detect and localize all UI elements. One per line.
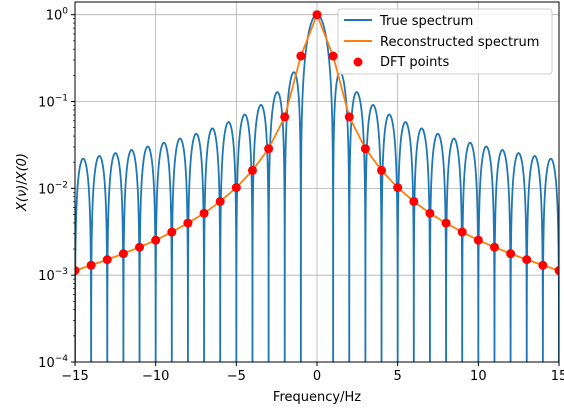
legend-dft-swatch [353, 57, 363, 67]
y-tick-base: 10 [38, 96, 55, 111]
y-tick-base: 10 [46, 9, 63, 24]
plot-area [75, 10, 559, 362]
dft-point [199, 208, 209, 218]
x-tick-label: −10 [142, 369, 169, 384]
x-axis-label: Frequency/Hz [273, 390, 361, 405]
dft-point [102, 255, 112, 265]
dft-point [441, 218, 451, 228]
y-tick-base: 10 [38, 269, 55, 284]
y-tick-label: 10−4 [38, 354, 68, 371]
dft-point [457, 227, 467, 237]
dft-point [86, 260, 96, 270]
dft-point [231, 183, 241, 193]
dft-point [280, 112, 290, 122]
y-tick-label: 10−2 [38, 180, 68, 197]
dft-point [473, 235, 483, 245]
y-tick-exponent: −1 [55, 94, 68, 104]
legend-box [337, 8, 553, 75]
dft-point [360, 144, 370, 154]
legend-dft-label: DFT points [380, 55, 449, 70]
dft-point [118, 249, 128, 259]
dft-point [167, 227, 177, 237]
y-tick-exponent: −2 [55, 180, 68, 190]
y-tick-exponent: −3 [55, 267, 68, 277]
dft-point [377, 165, 387, 175]
y-label-slash: / [15, 180, 30, 185]
dft-point [554, 266, 559, 276]
y-label-numerator: X(ν) [15, 185, 30, 212]
legend: True spectrum Reconstructed spectrum DFT… [337, 8, 553, 75]
x-tick-label: −15 [61, 369, 88, 384]
dft-point [522, 255, 532, 265]
dft-point [328, 51, 338, 61]
dft-point [425, 208, 435, 218]
dft-point [135, 242, 145, 252]
dft-point [296, 51, 306, 61]
dft-point [247, 165, 257, 175]
dft-point [489, 242, 499, 252]
y-tick-exponent: −4 [55, 354, 69, 364]
dft-point [393, 183, 403, 193]
dft-point [215, 196, 225, 206]
y-tick-label: 10−3 [38, 267, 68, 284]
dft-point [506, 249, 516, 259]
legend-true-label: True spectrum [379, 14, 473, 29]
dft-point [538, 260, 548, 270]
dft-point [151, 235, 161, 245]
x-tick-label: −5 [227, 369, 246, 384]
y-tick-base: 10 [38, 356, 55, 371]
x-tick-label: 15 [551, 369, 564, 384]
y-axis-label: X(ν)/X(0) [15, 153, 30, 212]
legend-reconstructed-label: Reconstructed spectrum [380, 35, 539, 50]
x-tick-label: 10 [470, 369, 487, 384]
y-label-denominator: X(0) [15, 153, 30, 181]
dft-point [344, 112, 354, 122]
x-tick-label: 5 [394, 369, 402, 384]
y-tick-base: 10 [38, 182, 55, 197]
dft-point [183, 218, 193, 228]
x-tick-label: 0 [313, 369, 321, 384]
dft-point [409, 196, 419, 206]
dft-point [312, 10, 322, 20]
y-tick-label: 10−1 [38, 94, 68, 111]
y-tick-label: 100 [46, 7, 69, 24]
dft-point [75, 266, 80, 276]
dft-point [264, 144, 274, 154]
y-tick-exponent: 0 [62, 7, 68, 17]
